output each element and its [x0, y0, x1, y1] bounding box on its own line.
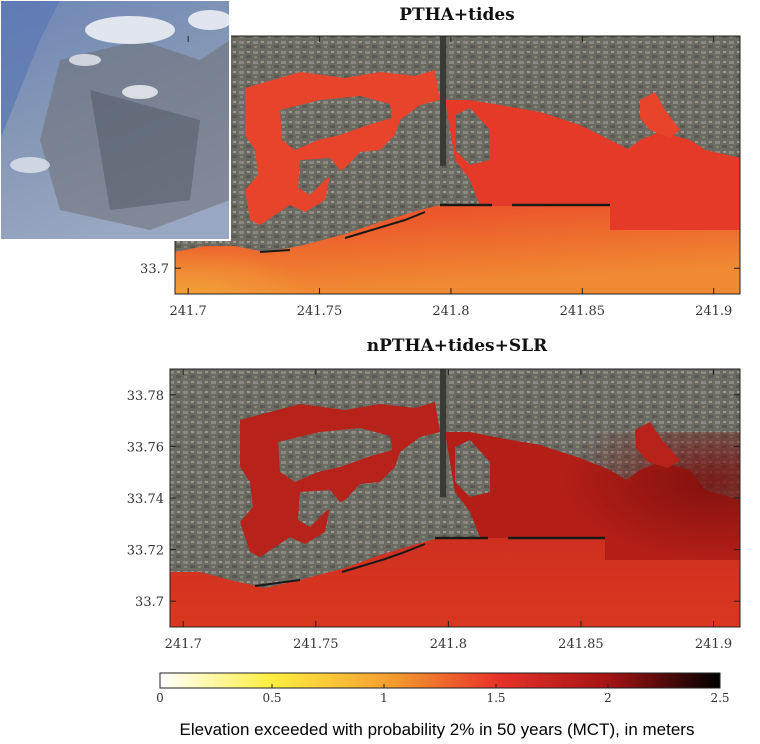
- y-tick-label: 33.7: [135, 595, 164, 610]
- axis-ticks-bottom: 241.7 241.75 241.8 241.85 241.9 33.7 33.72 33.7…: [127, 369, 740, 652]
- x-tick-label: 241.85: [558, 637, 604, 652]
- x-tick-label: 241.9: [695, 304, 732, 319]
- y-tick-label: 33.78: [127, 389, 164, 404]
- breakwater-middle: [344, 211, 426, 239]
- pier-terminal-east: [455, 440, 490, 497]
- ocean-higher-level-zone: [470, 432, 740, 572]
- shoreline-edge: [254, 579, 301, 587]
- colorbar-tick-label: 0.5: [262, 691, 281, 705]
- map-panel-ptha-tides: [174, 35, 741, 295]
- colorbar-tick-label: 1: [380, 691, 388, 705]
- photo-cloud: [188, 10, 232, 30]
- colorbar: 0 0.5 1 1.5 2 2.5 Elevation exceeded with pro…: [156, 672, 730, 739]
- x-tick-label: 241.7: [165, 637, 202, 652]
- photo-harbor-region: [90, 90, 200, 210]
- pier-terminal-east: [455, 108, 490, 165]
- alamitos-bay-channel: [640, 92, 680, 138]
- photo-cloud: [10, 157, 50, 173]
- photo-cloud: [85, 16, 175, 44]
- photo-border: [0, 0, 231, 241]
- x-tick-label: 241.75: [297, 304, 343, 319]
- photo-cloud: [122, 85, 158, 99]
- breakwater-middle: [341, 543, 426, 573]
- map-panel-nptha-tides-slr: [169, 368, 741, 628]
- colorbar-tick-label: 1.5: [486, 691, 505, 705]
- colorbar-ticks: 0 0.5 1 1.5 2 2.5: [156, 684, 730, 705]
- river-channel: [440, 36, 446, 166]
- y-tick-label: 33.7: [140, 262, 169, 277]
- pier-terminal-north: [280, 96, 392, 150]
- river-channel: [440, 369, 446, 497]
- shoreline-edge: [259, 249, 291, 253]
- panel-title-ptha-tides: PTHA+tides: [399, 5, 515, 25]
- x-tick-label: 241.8: [432, 304, 469, 319]
- x-tick-label: 241.85: [560, 304, 606, 319]
- pier-terminal-south: [345, 507, 405, 537]
- x-tick-label: 241.7: [170, 304, 207, 319]
- y-tick-label: 33.76: [127, 440, 164, 455]
- x-tick-label: 241.9: [695, 637, 732, 652]
- colorbar-tick-label: 2.5: [710, 691, 729, 705]
- colorbar-label: Elevation exceeded with probability 2% i…: [180, 720, 695, 739]
- pier-terminal-west: [298, 490, 340, 527]
- pier-terminal-west: [298, 158, 340, 195]
- photo-sky-region: [0, 0, 60, 140]
- outer-harbor-field: [445, 100, 740, 230]
- pier-terminal-south: [345, 175, 405, 205]
- alamitos-bay-channel: [635, 422, 680, 468]
- photo-cloud: [69, 54, 101, 66]
- colorbar-tick-label: 0: [156, 691, 164, 705]
- y-tick-label: 33.74: [127, 492, 164, 507]
- ocean-elevation-field: [170, 462, 740, 627]
- aerial-photo-inset: [0, 0, 232, 241]
- x-tick-label: 241.75: [293, 637, 339, 652]
- colorbar-gradient: [159, 672, 721, 689]
- colorbar-tick-label: 2: [604, 691, 612, 705]
- y-tick-label: 33.72: [127, 544, 164, 559]
- axis-ticks-top: 241.7 241.75 241.8 241.85 241.9 33.7: [140, 36, 740, 319]
- x-tick-label: 241.8: [430, 637, 467, 652]
- pier-terminal-north: [278, 428, 392, 482]
- panel-title-nptha-tides-slr: nPTHA+tides+SLR: [367, 336, 548, 356]
